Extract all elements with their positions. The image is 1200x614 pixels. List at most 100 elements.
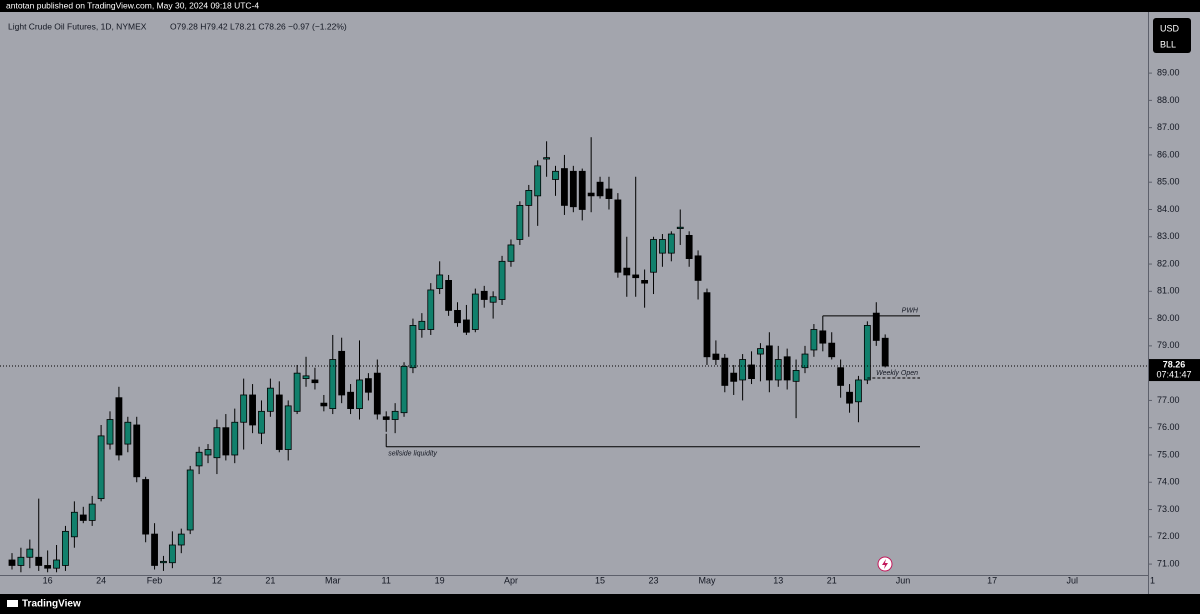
candle-body [543,157,550,160]
candle-body [124,421,132,445]
candle-body [819,330,827,344]
candle-body [552,170,559,180]
x-tick-label: Jun [896,575,911,585]
candle-body [480,290,488,300]
candle-body [302,375,310,380]
x-tick-label: 11 [382,575,391,585]
x-tick-label: Mar [325,575,341,585]
candle-body [79,514,87,521]
candle-body [587,192,595,197]
candle-body [222,427,230,456]
annotation-label: Weekly Open [876,370,918,377]
candle-body [186,469,194,531]
candle-body [53,559,60,569]
x-tick-label: 15 [595,575,605,585]
candle-body [471,293,479,330]
candle-body [837,367,845,386]
candle-body [436,274,444,289]
candle-body [623,267,631,276]
candle-body [356,379,363,410]
candle-body [427,289,435,330]
candle-body [409,325,417,369]
x-tick-label: Feb [147,575,163,585]
candle-body [846,391,853,404]
candle-body [712,353,720,360]
candle-body [516,204,524,240]
candle-body [685,234,693,259]
candle-body [605,188,613,199]
y-tick-label: 80.00 [1157,313,1180,323]
footer-brand: TradingView [22,599,81,610]
candle-body [231,421,239,456]
candle-body [534,165,542,197]
y-tick-label: 87.00 [1157,122,1180,132]
countdown-label: 07:41:47 [1156,369,1191,379]
candle-body [249,394,256,426]
candle-body [569,170,577,208]
candle-body [35,556,43,566]
candle-body [320,402,328,407]
candle-body [70,511,78,538]
x-tick-label: 19 [435,575,445,585]
candle-body [801,353,809,369]
candle-body [275,394,283,450]
y-tick-label: 73.00 [1157,504,1180,514]
candle-body [160,560,167,564]
candle-body [757,348,764,355]
symbol-title: Light Crude Oil Futures, 1D, NYMEX [8,21,147,31]
y-tick-label: 77.00 [1157,395,1180,405]
candle-body [863,325,871,381]
y-tick-label: 81.00 [1157,286,1180,296]
logo-mark [7,600,18,607]
candle-body [382,416,390,420]
y-tick-label: 76.00 [1157,422,1180,432]
candle-body [240,394,248,423]
candle-body [142,479,150,535]
candle-body [311,379,319,384]
candle-body [151,533,158,566]
x-tick-label: 21 [827,575,837,585]
candle-body [168,544,176,564]
last-price-tag [1149,359,1200,382]
candle-body [498,260,506,300]
candle-body [872,312,880,341]
candle-body [730,372,738,382]
candle-body [774,359,782,381]
candle-body [106,419,114,445]
y-tick-label: 86.00 [1157,149,1180,159]
logo [7,600,18,607]
candle-body [721,357,729,386]
x-tick-label: 24 [96,575,106,585]
x-tick-label: 17 [987,575,997,585]
candle-body [133,424,141,478]
x-tick-label: 23 [649,575,659,585]
candle-body [703,292,711,358]
currency-box[interactable] [1153,18,1191,53]
candle-body [614,199,622,273]
x-tick-label: 12 [212,575,222,585]
candle-body [650,239,657,273]
candle-body [667,233,675,254]
y-tick-label: 72.00 [1157,531,1180,541]
candle-body [329,359,337,410]
candle-body [177,533,185,546]
candle-body [44,565,52,569]
candle-body [364,378,372,393]
candle-body [115,397,123,456]
candle-body [284,405,292,450]
annotation-label: sellside liquidity [388,451,437,458]
x-tick-label: 21 [265,575,275,585]
annotation-label: PWH [902,308,919,315]
x-tick-label: 1 [1150,575,1155,585]
candle-body [810,329,818,351]
unit: BLL [1160,39,1176,49]
candle-body [266,387,274,412]
candle-body [204,449,212,456]
publisher-header: antotan published on TradingView.com, Ma… [6,0,259,10]
event-icon-bolt [882,559,888,569]
candle-body [454,310,461,324]
candle-body [561,168,568,206]
candle-body [258,410,265,434]
candle-body [17,556,25,566]
